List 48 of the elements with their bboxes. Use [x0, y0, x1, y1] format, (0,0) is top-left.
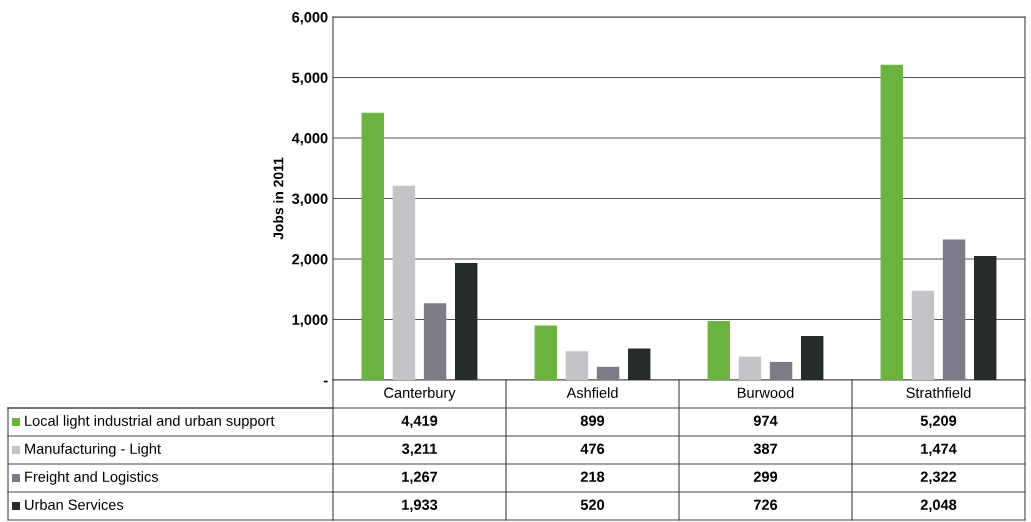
- x-tick-label: Burwood: [737, 387, 794, 398]
- y-axis-title: Jobs in 2011: [273, 157, 284, 240]
- bar: [801, 336, 824, 380]
- bar: [911, 290, 935, 380]
- bar: [628, 348, 651, 380]
- bar: [880, 64, 903, 380]
- y-tick-label: 2,000: [292, 254, 328, 267]
- bar: [596, 366, 620, 380]
- data-label: 2,048: [920, 499, 957, 513]
- data-label: 5,209: [920, 415, 957, 429]
- bar: [534, 325, 557, 380]
- data-label: 1,474: [921, 443, 957, 457]
- bar: [361, 112, 384, 380]
- bar: [707, 321, 730, 380]
- data-label: 299: [753, 471, 778, 482]
- data-label: 476: [580, 443, 605, 454]
- legend-label: Freight and Logistics: [25, 471, 159, 485]
- data-label: 1,933: [402, 499, 438, 513]
- legend-label: Local light industrial and urban support: [25, 415, 275, 429]
- y-tick-label: 3,000: [291, 193, 328, 207]
- bar: [423, 303, 447, 380]
- bar: [942, 239, 966, 380]
- y-tick-label: 6,000: [292, 12, 328, 25]
- data-label: 899: [580, 415, 605, 426]
- data-label: 218: [580, 471, 605, 482]
- bar: [738, 356, 762, 380]
- bar: [974, 256, 997, 380]
- legend-label: Manufacturing - Light: [25, 443, 161, 457]
- data-label: 520: [580, 499, 605, 510]
- bar: [455, 263, 478, 380]
- bar: [565, 351, 589, 380]
- y-tick-label: 4,000: [291, 133, 328, 146]
- bar: [392, 185, 416, 380]
- data-label: 4,419: [401, 415, 438, 429]
- legend-label: Urban Services: [25, 499, 124, 510]
- y-tick-label: -: [323, 380, 328, 383]
- data-label: 1,267: [402, 471, 438, 485]
- data-label: 2,322: [920, 471, 957, 485]
- x-tick-label: Ashfield: [566, 387, 618, 398]
- x-tick-label: Canterbury: [384, 387, 456, 401]
- y-tick-label: 5,000: [292, 72, 328, 86]
- data-label: 974: [753, 415, 778, 426]
- data-label: 726: [753, 499, 778, 510]
- x-tick-label: Strathfield: [906, 387, 971, 398]
- bar: [769, 361, 793, 380]
- y-tick-label: 1,000: [292, 314, 328, 328]
- data-label: 387: [753, 443, 778, 454]
- data-label: 3,211: [401, 443, 437, 457]
